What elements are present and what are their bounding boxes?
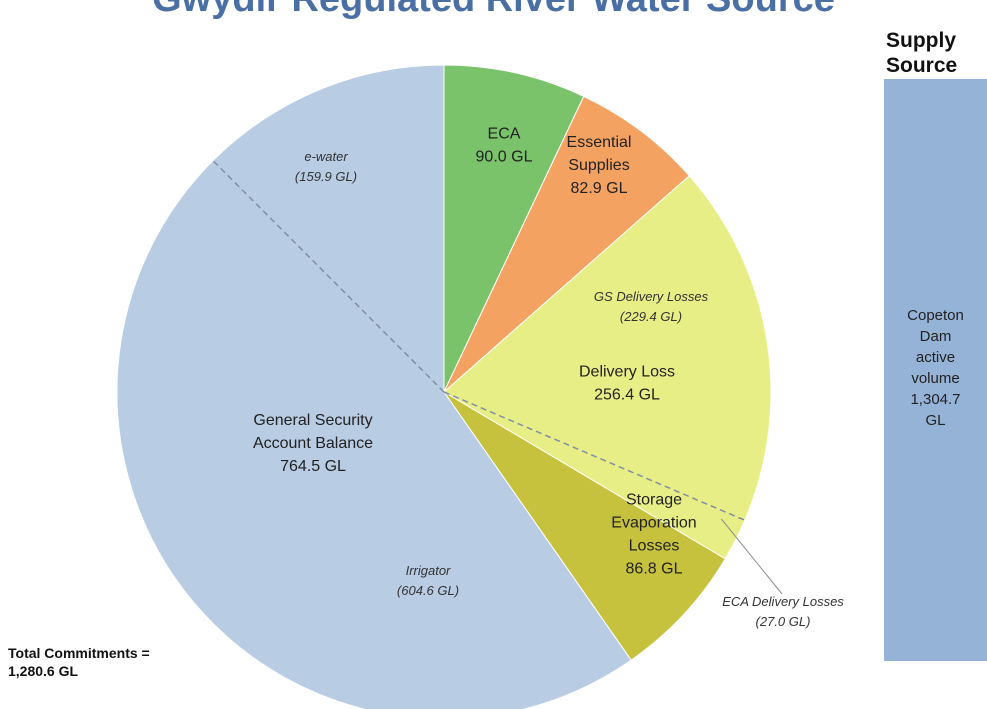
slice-label-line: 256.4 GL [594,387,660,404]
supply-source-header: Supply Source [886,28,957,78]
pie-slice [116,64,632,709]
sub-component-label-line: GS Delivery Losses [594,289,709,304]
supply-label-line: active [915,349,956,366]
slice-label-line: Supplies [568,157,629,174]
supply-label-line: Dam [919,328,952,345]
supply-label-line: 1,304.7 [910,391,961,408]
chart-title: Gwydir Regulated River Water Source [0,0,987,21]
supply-header-line2: Source [886,54,958,77]
sub-divider-line [443,391,746,521]
supply-header-line1: Supply [886,29,957,52]
sub-component-label: GS Delivery Losses (229.4 GL) [594,289,709,324]
sub-component-label-line: Irrigator [406,563,451,578]
slice-label-line: Evaporation [611,515,696,532]
slice-label-line: 86.8 GL [626,561,683,578]
total-commitments: Total Commitments = 1,280.6 GL [8,644,150,680]
sub-component-label-line: e-water [304,149,348,164]
pie-slice [443,175,772,560]
pie-slice [443,64,585,393]
slice-label-line: Essential [567,134,632,151]
slice-label-line: Account Balance [253,435,373,452]
supply-label-line: volume [911,370,960,387]
pie-chart: ECA 90.0 GL Essential Supplies 82.9 GL Delive… [116,64,844,709]
supply-source-label: Copeton Dam active volume 1,304.7 GL [884,305,987,431]
slice-label-line: General Security [253,412,372,429]
supply-label-line: Copeton [907,307,964,324]
slice-label: Essential Supplies 82.9 GL [567,134,632,197]
slice-label: Storage Evaporation Losses 86.8 GL [611,492,696,578]
pie-slice [443,95,691,393]
supply-source-bar [884,79,987,661]
slice-label-line: Storage [626,492,682,509]
sub-component-label: e-water (159.9 GL) [295,149,357,184]
slice-label-line: ECA [488,126,521,143]
pie-slice [443,391,726,661]
supply-label-line: GL [925,412,946,429]
slice-label-line: 82.9 GL [571,180,628,197]
slice-label-line: Delivery Loss [579,364,675,381]
slice-label: Delivery Loss 256.4 GL [579,364,675,404]
slice-label-line: 764.5 GL [280,458,346,475]
sub-component-label-line: ECA Delivery Losses [722,594,844,609]
sub-component-label-line: (159.9 GL) [295,169,357,184]
slice-label: General Security Account Balance 764.5 GL [253,412,373,475]
sub-component-label-line: (604.6 GL) [397,583,459,598]
total-line2: 1,280.6 GL [8,663,79,679]
sub-divider-line [212,160,445,393]
leader-line [720,518,783,595]
slice-label-line: Losses [629,538,680,555]
sub-component-label: ECA Delivery Losses (27.0 GL) [722,594,844,629]
slice-label: ECA 90.0 GL [476,126,533,166]
slice-label-line: 90.0 GL [476,149,533,166]
sub-component-label-line: (229.4 GL) [620,309,682,324]
total-line1: Total Commitments = [8,645,150,661]
sub-component-label-line: (27.0 GL) [756,614,811,629]
sub-component-label: Irrigator (604.6 GL) [397,563,459,598]
